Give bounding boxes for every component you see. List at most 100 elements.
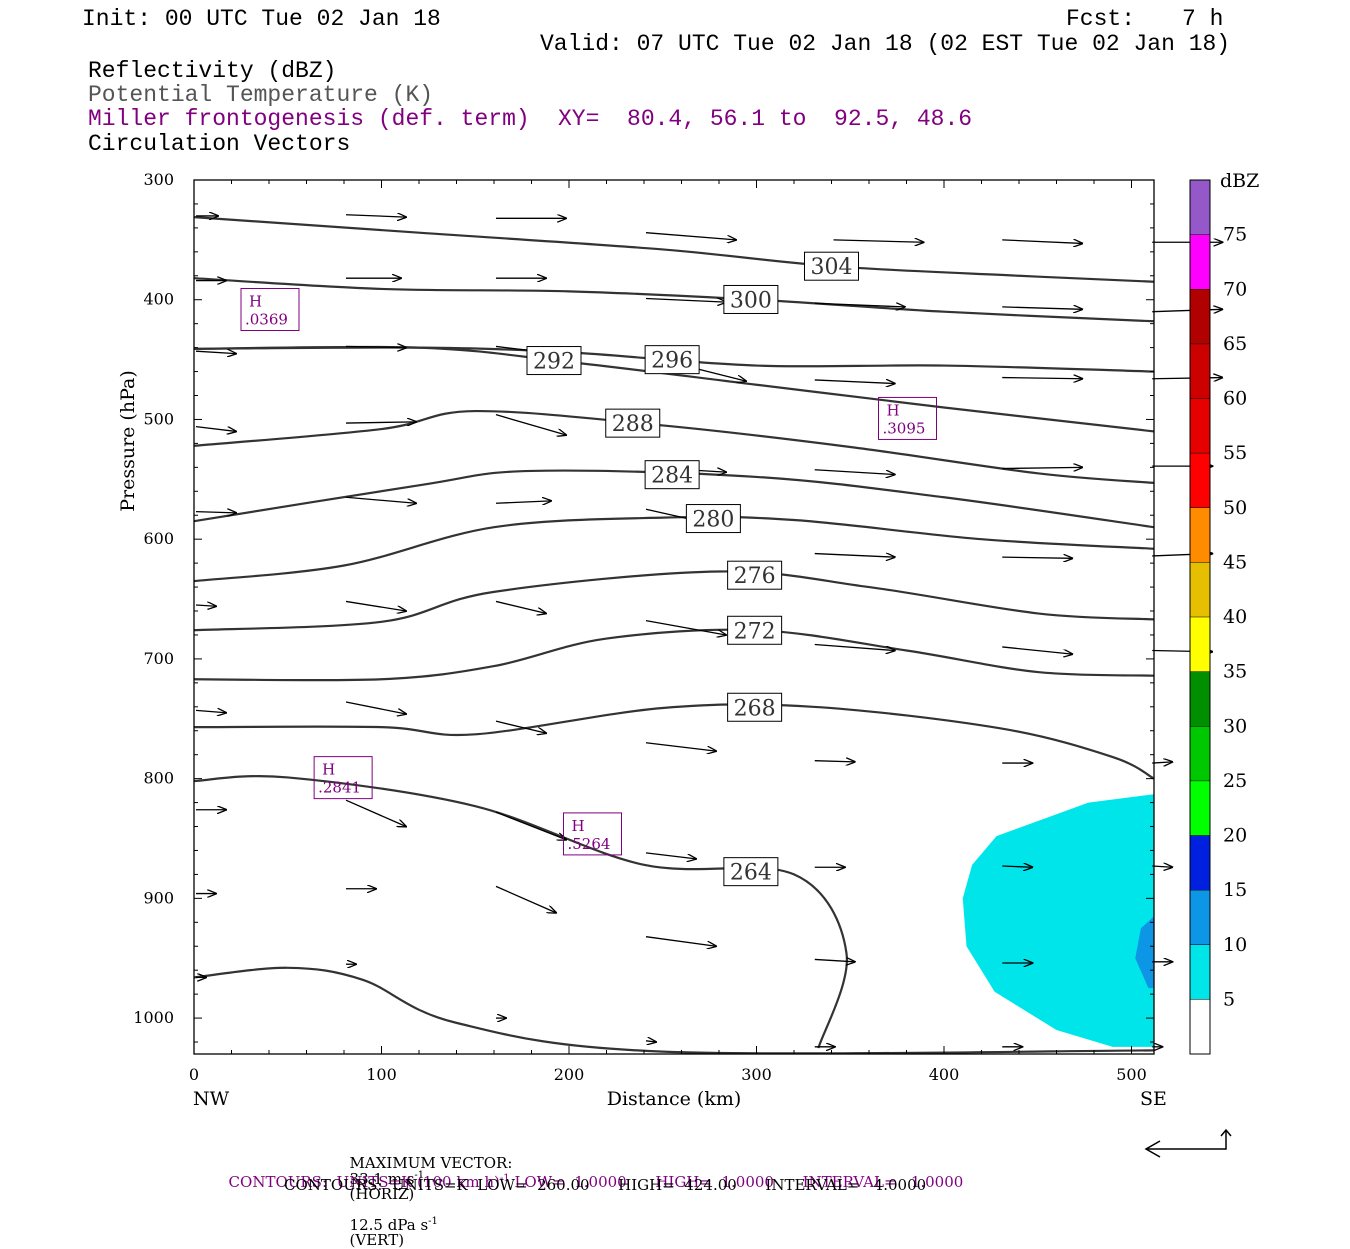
y-tick-label: 700 xyxy=(143,649,174,668)
colorbar-label-30: 30 xyxy=(1223,715,1247,737)
circulation-vector xyxy=(495,885,556,912)
circulation-vector xyxy=(645,742,716,751)
valid-time: Valid: 07 UTC Tue 02 Jan 18 (02 EST Tue … xyxy=(540,31,1231,57)
circulation-vector xyxy=(814,554,895,558)
reflectivity-area-10-15 xyxy=(1135,916,1154,989)
y-tick-label: 1000 xyxy=(133,1008,174,1027)
circulation-vector xyxy=(345,701,406,714)
circulation-vector xyxy=(645,299,726,303)
theta-label-272: 272 xyxy=(734,619,776,644)
axis-left-label: NW xyxy=(193,1088,230,1110)
colorbar-swatch-70 xyxy=(1190,234,1210,290)
colorbar-label-65: 65 xyxy=(1223,333,1247,355)
colorbar-label-45: 45 xyxy=(1223,551,1247,573)
x-tick-label: 500 xyxy=(1116,1065,1147,1084)
max-vector-label: MAXIMUM VECTOR: xyxy=(349,1154,513,1172)
reference-vector-head-up xyxy=(1220,1128,1232,1137)
circulation-vector xyxy=(1152,309,1222,311)
frontogenesis-max-label: H xyxy=(249,293,262,311)
frontogenesis-max-value: .0369 xyxy=(245,311,288,329)
forecast-label: Fcst: xyxy=(1066,6,1136,32)
theta-label-268: 268 xyxy=(734,696,776,721)
frontogenesis-contour-values: LOW= 1.0000 HIGH= 1.0000 INTERVAL= 1.000… xyxy=(509,1173,964,1191)
colorbar-swatch-65 xyxy=(1190,289,1210,344)
colorbar-swatch-25 xyxy=(1190,726,1210,781)
colorbar-label-75: 75 xyxy=(1223,224,1247,246)
frontogenesis-max-value: .5264 xyxy=(568,835,611,853)
theta-label-292: 292 xyxy=(533,350,575,375)
y-tick-label: 400 xyxy=(143,290,174,309)
frontogenesis-max-box xyxy=(240,288,300,332)
cross-section-endpoints: XY= 80.4, 56.1 to 92.5, 48.6 xyxy=(558,106,973,132)
circulation-vector xyxy=(195,512,236,513)
colorbar-label-50: 50 xyxy=(1223,497,1247,519)
circulation-vector xyxy=(814,959,855,961)
colorbar-label-35: 35 xyxy=(1223,661,1247,683)
axis-right-label: SE xyxy=(1140,1088,1167,1110)
x-tick-label: 300 xyxy=(741,1065,772,1084)
theta-label-box-272 xyxy=(727,615,783,645)
circulation-vector xyxy=(495,414,566,435)
colorbar-swatch-35 xyxy=(1190,617,1210,672)
max-vector-horizontal-unit: (HORIZ) xyxy=(349,1185,415,1203)
theta-contour-lowest xyxy=(193,966,1155,1055)
colorbar-swatch-60 xyxy=(1190,343,1210,399)
circulation-vector xyxy=(1002,307,1082,309)
circulation-vector xyxy=(1002,866,1032,867)
colorbar-swatch-55 xyxy=(1190,398,1210,454)
circulation-vector xyxy=(814,303,905,307)
frontogenesis-max-box xyxy=(563,812,622,856)
max-vector-horizontal-exponent: -1 xyxy=(414,1170,425,1181)
circulation-vector xyxy=(1002,557,1072,558)
circulation-vector xyxy=(195,425,236,432)
y-axis-title: Pressure (hPa) xyxy=(117,370,139,512)
colorbar-label-15: 15 xyxy=(1223,879,1247,901)
colorbar-label-20: 20 xyxy=(1223,825,1247,847)
circulation-vector xyxy=(645,936,716,947)
y-tick-label: 600 xyxy=(143,529,174,548)
colorbar-swatch-15 xyxy=(1190,835,1210,891)
colorbar-swatch-10 xyxy=(1190,890,1210,945)
frontogenesis-max-label: H xyxy=(572,817,585,835)
max-vector-vertical-exponent: -1 xyxy=(428,1216,438,1227)
x-tick-label: 100 xyxy=(366,1065,397,1084)
x-tick-label: 200 xyxy=(554,1065,585,1084)
frontogenesis-max-label: H xyxy=(322,761,335,779)
theta-contour-304 xyxy=(193,216,1155,283)
colorbar-label-70: 70 xyxy=(1223,278,1247,300)
frontogenesis-max-value: .2841 xyxy=(318,779,361,797)
theta-label-box-276 xyxy=(727,560,783,590)
max-vector-vertical-unit: (VERT) xyxy=(349,1231,405,1249)
theta-label-264: 264 xyxy=(730,861,772,886)
circulation-vector xyxy=(814,469,895,475)
theta-contour-276 xyxy=(193,570,1155,632)
circulation-vector xyxy=(195,351,236,353)
circulation-vector xyxy=(195,605,216,606)
colorbar-swatch-5 xyxy=(1190,944,1210,1000)
theta-contour-272 xyxy=(193,628,1155,682)
circulation-vector xyxy=(645,1041,656,1042)
y-tick-label: 300 xyxy=(143,170,174,189)
reference-vector-head-left xyxy=(1144,1140,1161,1158)
circulation-vector xyxy=(345,496,416,503)
colorbar-swatch-50 xyxy=(1190,453,1210,508)
theta-label-box-292 xyxy=(526,346,582,376)
circulation-vector xyxy=(345,422,416,423)
circulation-vector xyxy=(1152,866,1172,867)
x-tick-label: 0 xyxy=(189,1065,199,1084)
circulation-vector xyxy=(195,710,226,712)
circulation-vector xyxy=(345,346,406,347)
theta-label-box-288 xyxy=(605,408,661,438)
colorbar-swatch-20 xyxy=(1190,780,1210,836)
circulation-vector xyxy=(814,380,895,384)
theta-label-box-280 xyxy=(685,504,741,534)
theta-label-box-268 xyxy=(727,692,783,722)
colorbar-swatch-75 xyxy=(1190,180,1210,235)
x-axis-title: Distance (km) xyxy=(607,1088,742,1110)
y-tick-label: 500 xyxy=(143,409,174,428)
frontogenesis-contour-exponent: -1 xyxy=(499,1173,510,1184)
circulation-vector xyxy=(1002,240,1082,244)
theta-contour-288 xyxy=(193,409,1155,485)
circulation-vector xyxy=(345,600,406,611)
colorbar-label-5: 5 xyxy=(1223,988,1235,1010)
